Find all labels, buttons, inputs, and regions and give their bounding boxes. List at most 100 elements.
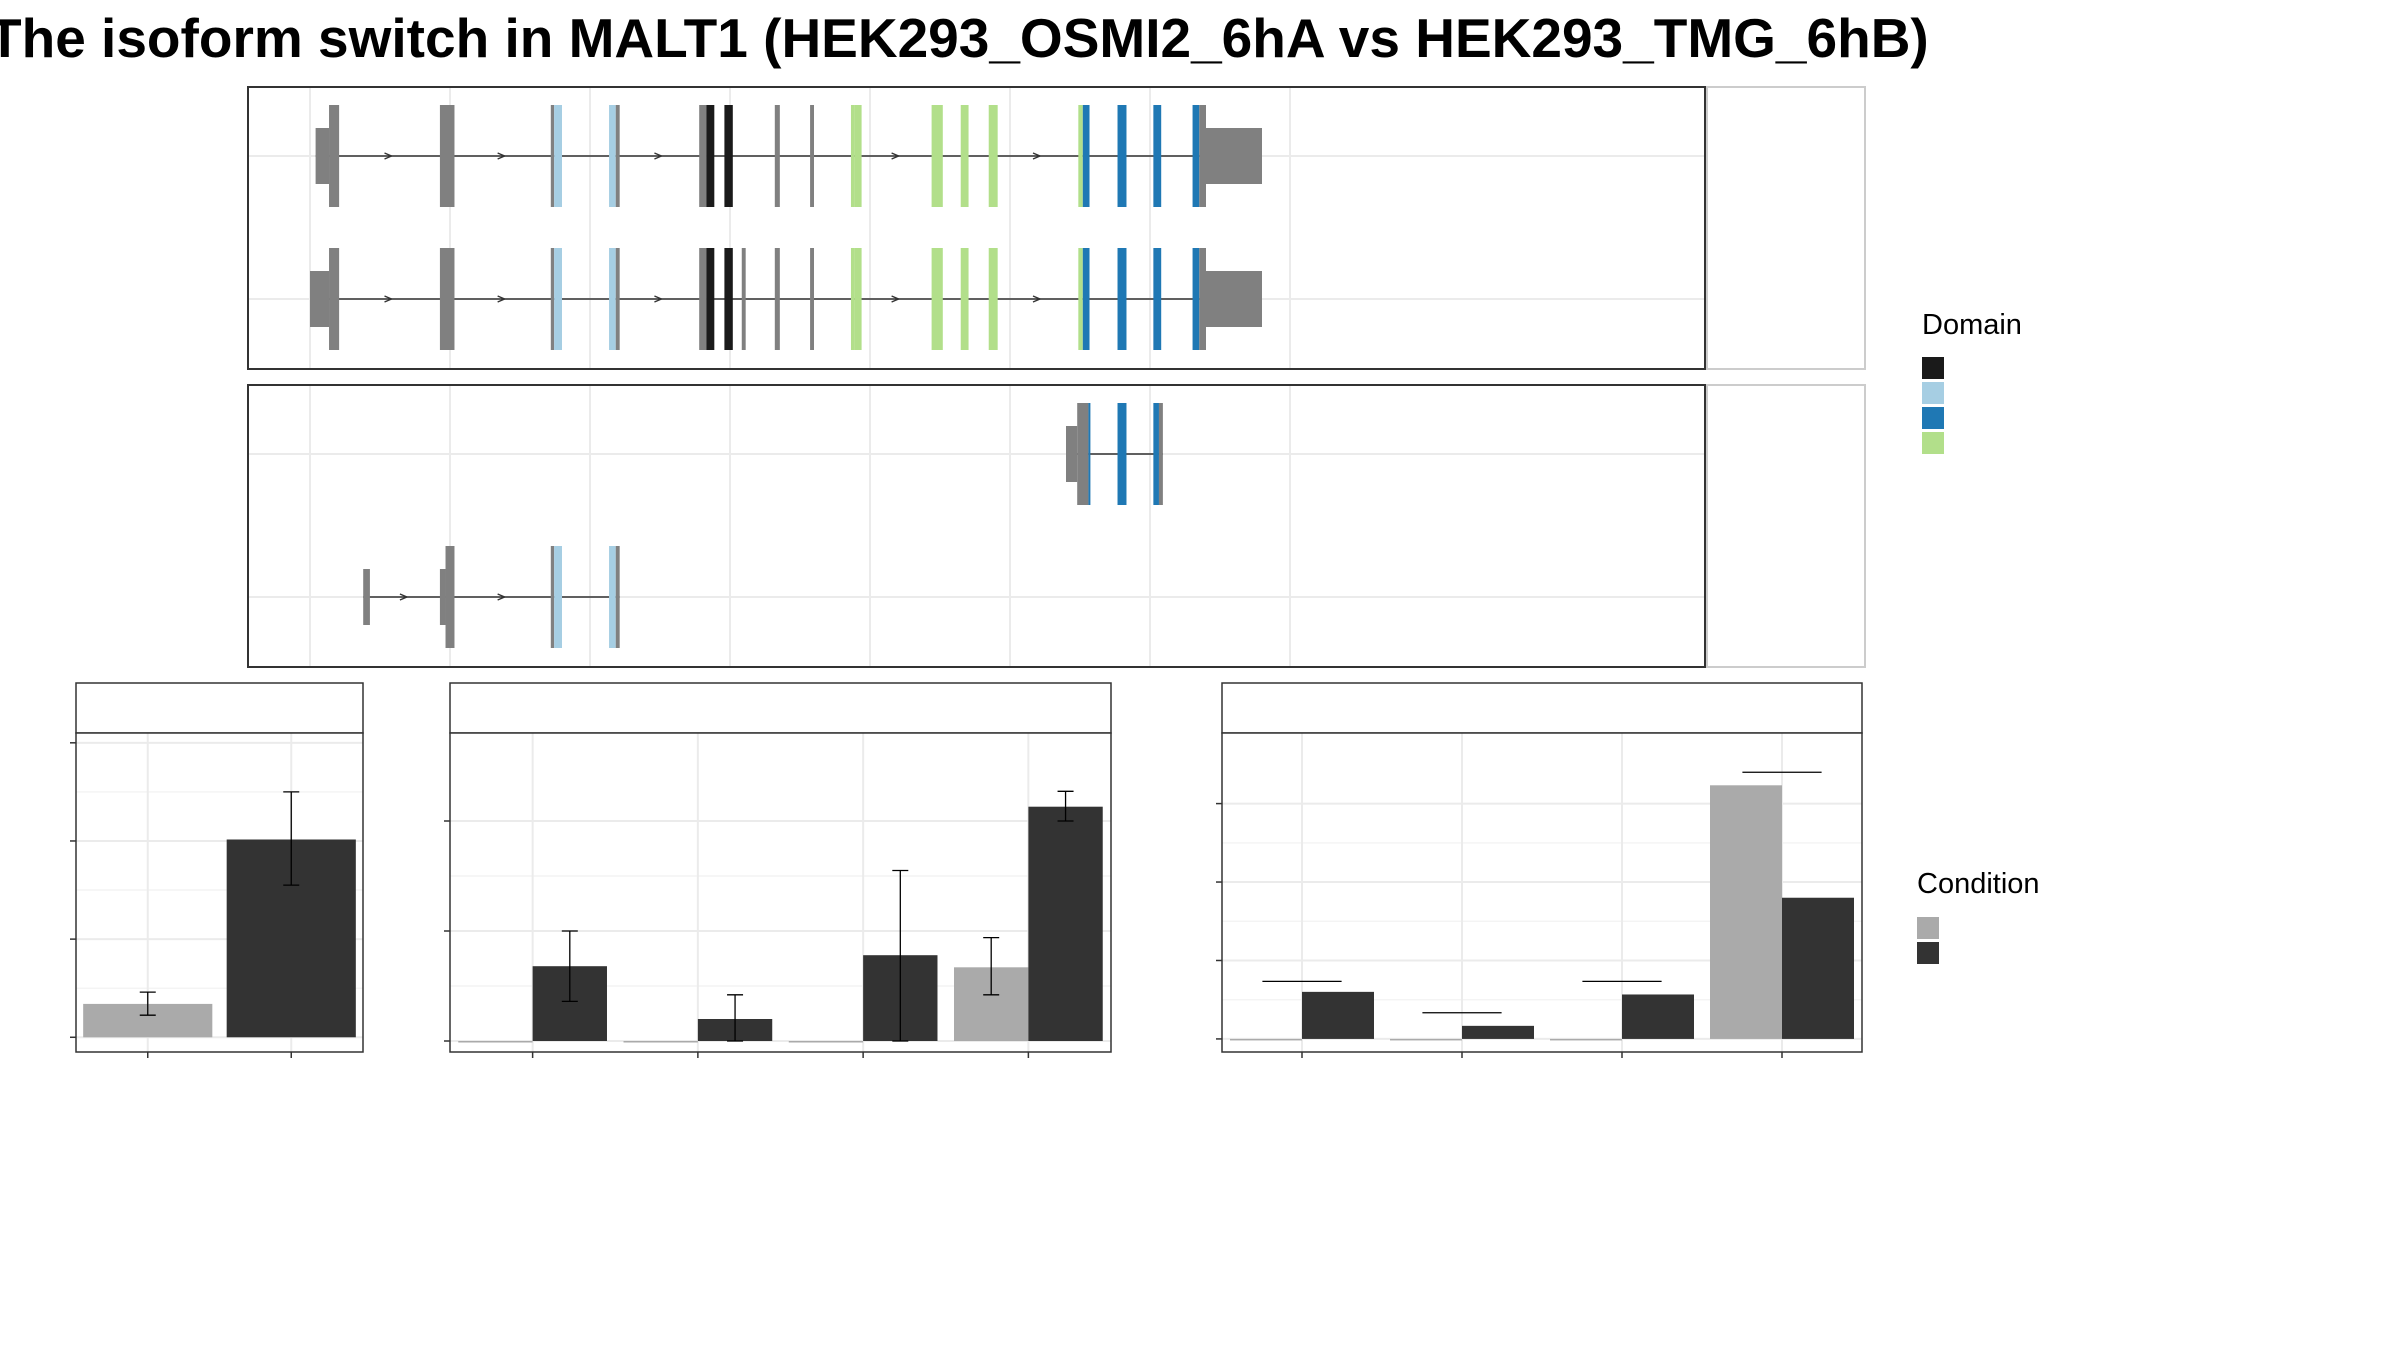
exon-domain-MALT1_Ig <box>1117 248 1127 350</box>
exon-domain-MALT1_Ig <box>1082 105 1090 207</box>
bar-condition-a <box>1550 1038 1622 1041</box>
exon-domain-Ig_2 <box>706 105 715 207</box>
legend-swatch <box>1922 382 1944 404</box>
gene-expression-chart <box>70 682 364 1058</box>
transcript-ENST00000345724 <box>315 105 1262 207</box>
exon-domain-Peptidase_C14 <box>931 248 943 350</box>
facet-strip <box>1706 86 1866 370</box>
exon-domain-MALT1_Ig <box>1192 248 1200 350</box>
bar-condition-a <box>1230 1038 1302 1041</box>
chart-title-strip <box>1221 682 1863 734</box>
exon-domain-Peptidase_C14 <box>931 105 943 207</box>
exon-domain-Peptidase_C14 <box>854 105 862 207</box>
exon <box>439 105 455 207</box>
isoform-expression-chart <box>444 682 1112 1058</box>
exon-domain-MALT1_Ig <box>1153 248 1162 350</box>
exon <box>1199 105 1206 207</box>
exon <box>1077 403 1089 505</box>
exon-domain-Peptidase_C14 <box>850 248 855 350</box>
facet-panel-non-coding <box>247 384 1866 668</box>
legend-swatch <box>1917 917 1939 939</box>
direction-arrow <box>1032 295 1042 303</box>
exon-domain-Ig_3 <box>554 105 562 207</box>
bar-condition-a <box>623 1041 698 1043</box>
legend-swatch <box>1922 407 1944 429</box>
condition-legend: Condition <box>1917 868 2040 964</box>
exon <box>1199 248 1206 350</box>
figure-title: The isoform switch in MALT1 (HEK293_OSMI… <box>0 7 1929 69</box>
exon <box>774 105 780 207</box>
legend-swatch <box>1922 432 1944 454</box>
exon-domain-Peptidase_C14 <box>960 105 969 207</box>
exon-domain-Ig_2 <box>706 248 715 350</box>
legend-swatch <box>1917 942 1939 964</box>
exon <box>1066 426 1078 482</box>
exon <box>439 569 446 625</box>
legend-swatch <box>1922 357 1944 379</box>
isoform-usage-chart <box>1216 682 1863 1058</box>
exon <box>615 546 620 648</box>
exon-domain-MALT1_Ig <box>1117 403 1127 505</box>
exon-domain-MALT1_Ig <box>1117 105 1127 207</box>
exon <box>329 248 340 350</box>
exon <box>615 105 620 207</box>
exon <box>550 546 555 648</box>
plot-border <box>75 732 364 1053</box>
exon <box>1158 403 1163 505</box>
exon-domain-Peptidase_C14 <box>960 248 969 350</box>
direction-arrow <box>654 295 664 303</box>
exon-domain-Peptidase_C14 <box>1078 248 1083 350</box>
exon <box>550 105 555 207</box>
exon-domain-Peptidase_C14 <box>988 105 998 207</box>
exon-domain-Ig_3 <box>554 248 562 350</box>
panel-border <box>247 86 1706 370</box>
exon <box>439 248 455 350</box>
bar-condition-a <box>1390 1038 1462 1041</box>
exon-domain-Ig_3 <box>609 248 616 350</box>
direction-arrow <box>497 593 507 601</box>
plot-border <box>1221 732 1863 1053</box>
panel-border <box>247 384 1706 668</box>
exon <box>774 248 780 350</box>
exon <box>445 546 455 648</box>
bar-condition-b <box>1782 897 1854 1039</box>
bar-condition-a <box>458 1041 533 1043</box>
facet-panel-coding <box>247 86 1866 370</box>
transcript-structure-plot <box>247 86 1866 668</box>
bar-condition-b <box>1302 991 1374 1039</box>
exon-domain-Ig_3 <box>609 105 616 207</box>
transcript-ENST00000649217 <box>310 248 1262 350</box>
direction-arrow <box>399 593 409 601</box>
exon-domain-Ig_3 <box>609 546 616 648</box>
domain-legend-title: Domain <box>1922 309 2022 341</box>
exon <box>699 248 707 350</box>
bar-condition-b <box>1028 806 1103 1041</box>
facet-strip <box>1706 384 1866 668</box>
transcript-ENST00000591792 <box>363 546 620 648</box>
exon <box>1206 271 1262 327</box>
direction-arrow <box>384 295 394 303</box>
direction-arrow <box>1032 152 1042 160</box>
direction-arrow <box>891 295 901 303</box>
exon <box>615 248 620 350</box>
exon <box>1206 128 1262 184</box>
exon-domain-Ig_3 <box>554 546 562 648</box>
exon <box>810 105 814 207</box>
bar-condition-a <box>788 1041 864 1043</box>
exon <box>315 128 330 184</box>
exon-domain-Peptidase_C14 <box>854 248 862 350</box>
transcript-ENST00000587438 <box>1066 403 1163 505</box>
direction-arrow <box>891 152 901 160</box>
condition-legend-title: Condition <box>1917 868 2040 900</box>
panel-background <box>248 87 1705 369</box>
exon-domain-Peptidase_C14 <box>988 248 998 350</box>
exon-domain-Ig_2 <box>724 248 733 350</box>
exon-domain-MALT1_Ig <box>1153 105 1162 207</box>
exon <box>810 248 814 350</box>
exon <box>329 105 340 207</box>
chart-title-strip <box>75 682 364 734</box>
exon <box>550 248 555 350</box>
exon <box>310 271 330 327</box>
domain-legend: Domain <box>1922 309 2022 454</box>
exon-domain-Peptidase_C14 <box>1078 105 1083 207</box>
